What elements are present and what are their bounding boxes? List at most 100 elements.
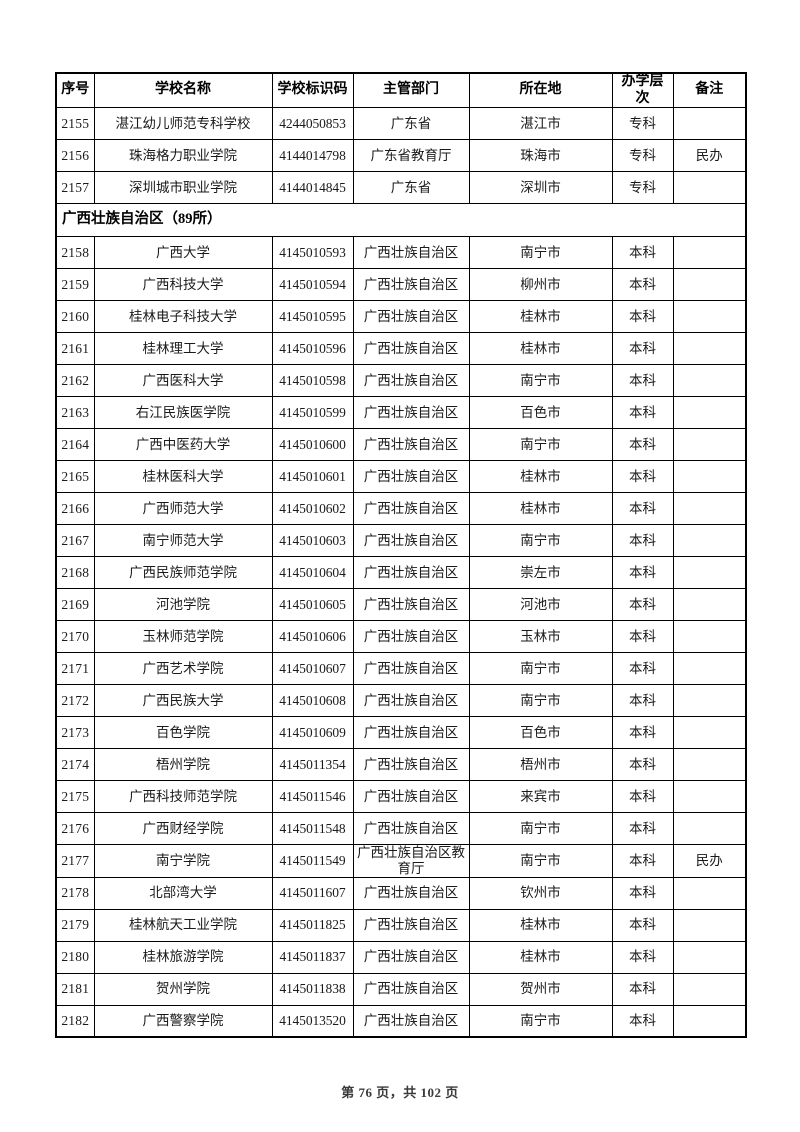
cell-code: 4145010605 [271,588,354,622]
cell-note [672,812,747,846]
cell-location: 南宁市 [468,652,613,686]
cell-name: 广西医科大学 [93,364,273,398]
cell-level: 本科 [611,716,674,750]
cell-index: 2173 [55,716,95,750]
table-row: 2161 桂林理工大学 4145010596 广西壮族自治区 桂林市 本科 [55,332,747,366]
cell-level: 本科 [611,620,674,654]
cell-department: 广东省 [352,171,470,205]
cell-note [672,684,747,718]
cell-name: 湛江幼儿师范专科学校 [93,107,273,141]
cell-note [672,364,747,398]
cell-code: 4145011607 [271,876,354,910]
table-row: 2156 珠海格力职业学院 4144014798 广东省教育厅 珠海市 专科 民办 [55,139,747,173]
cell-note [672,396,747,430]
cell-department: 广东省教育厅 [352,139,470,173]
cell-code: 4145010593 [271,236,354,270]
cell-code: 4145011838 [271,972,354,1006]
cell-code: 4145011837 [271,940,354,974]
cell-code: 4145011549 [271,844,354,878]
cell-name: 广西民族师范学院 [93,556,273,590]
column-header-department: 主管部门 [352,72,470,109]
cell-level: 本科 [611,684,674,718]
cell-department: 广西壮族自治区 [352,332,470,366]
table-row: 2173 百色学院 4145010609 广西壮族自治区 百色市 本科 [55,716,747,750]
cell-level: 本科 [611,460,674,494]
table-header-row: 序号 学校名称 学校标识码 主管部门 所在地 办学层次 备注 [55,72,747,109]
cell-name: 广西科技师范学院 [93,780,273,814]
cell-department: 广西壮族自治区 [352,428,470,462]
cell-level: 本科 [611,972,674,1006]
cell-level: 本科 [611,396,674,430]
cell-name: 南宁学院 [93,844,273,878]
cell-department: 广西壮族自治区 [352,876,470,910]
cell-department: 广西壮族自治区 [352,620,470,654]
cell-level: 本科 [611,1004,674,1038]
cell-department: 广西壮族自治区 [352,236,470,270]
cell-location: 来宾市 [468,780,613,814]
cell-location: 柳州市 [468,268,613,302]
cell-level: 本科 [611,236,674,270]
cell-department: 广西壮族自治区 [352,684,470,718]
cell-level: 本科 [611,300,674,334]
cell-location: 桂林市 [468,300,613,334]
column-header-index: 序号 [55,72,95,109]
cell-code: 4145010599 [271,396,354,430]
table-row: 2165 桂林医科大学 4145010601 广西壮族自治区 桂林市 本科 [55,460,747,494]
cell-location: 河池市 [468,588,613,622]
cell-note [672,236,747,270]
cell-department: 广西壮族自治区 [352,716,470,750]
cell-name: 桂林航天工业学院 [93,908,273,942]
table-row: 2182 广西警察学院 4145013520 广西壮族自治区 南宁市 本科 [55,1004,747,1038]
cell-location: 桂林市 [468,940,613,974]
cell-index: 2169 [55,588,95,622]
cell-name: 右江民族医学院 [93,396,273,430]
cell-note [672,524,747,558]
cell-note [672,780,747,814]
cell-note [672,460,747,494]
cell-index: 2164 [55,428,95,462]
table-header: 序号 学校名称 学校标识码 主管部门 所在地 办学层次 备注 [55,72,747,109]
cell-department: 广西壮族自治区 [352,556,470,590]
cell-name: 广西财经学院 [93,812,273,846]
cell-code: 4145010595 [271,300,354,334]
cell-location: 桂林市 [468,460,613,494]
cell-level: 专科 [611,171,674,205]
table-row: 2181 贺州学院 4145011838 广西壮族自治区 贺州市 本科 [55,972,747,1006]
cell-code: 4145010594 [271,268,354,302]
table-row: 2164 广西中医药大学 4145010600 广西壮族自治区 南宁市 本科 [55,428,747,462]
cell-level: 本科 [611,428,674,462]
table-row: 2160 桂林电子科技大学 4145010595 广西壮族自治区 桂林市 本科 [55,300,747,334]
cell-location: 桂林市 [468,492,613,526]
cell-index: 2180 [55,940,95,974]
cell-location: 南宁市 [468,236,613,270]
cell-level: 本科 [611,812,674,846]
column-header-level: 办学层次 [611,72,674,109]
cell-department: 广西壮族自治区 [352,908,470,942]
cell-note [672,716,747,750]
cell-location: 桂林市 [468,332,613,366]
page-footer: 第 76 页，共 102 页 [341,1085,459,1100]
cell-index: 2181 [55,972,95,1006]
cell-index: 2178 [55,876,95,910]
cell-name: 河池学院 [93,588,273,622]
cell-name: 桂林电子科技大学 [93,300,273,334]
cell-name: 广西中医药大学 [93,428,273,462]
table-row: 2167 南宁师范大学 4145010603 广西壮族自治区 南宁市 本科 [55,524,747,558]
cell-index: 2177 [55,844,95,878]
cell-index: 2176 [55,812,95,846]
cell-note [672,620,747,654]
cell-index: 2170 [55,620,95,654]
cell-level: 本科 [611,492,674,526]
column-header-name: 学校名称 [93,72,273,109]
cell-department: 广西壮族自治区 [352,940,470,974]
table-row: 2171 广西艺术学院 4145010607 广西壮族自治区 南宁市 本科 [55,652,747,686]
cell-note [672,652,747,686]
cell-department: 广西壮族自治区 [352,492,470,526]
cell-note [672,972,747,1006]
cell-name: 广西警察学院 [93,1004,273,1038]
cell-department: 广西壮族自治区 [352,652,470,686]
cell-location: 深圳市 [468,171,613,205]
cell-index: 2165 [55,460,95,494]
cell-department: 广西壮族自治区 [352,780,470,814]
cell-index: 2159 [55,268,95,302]
